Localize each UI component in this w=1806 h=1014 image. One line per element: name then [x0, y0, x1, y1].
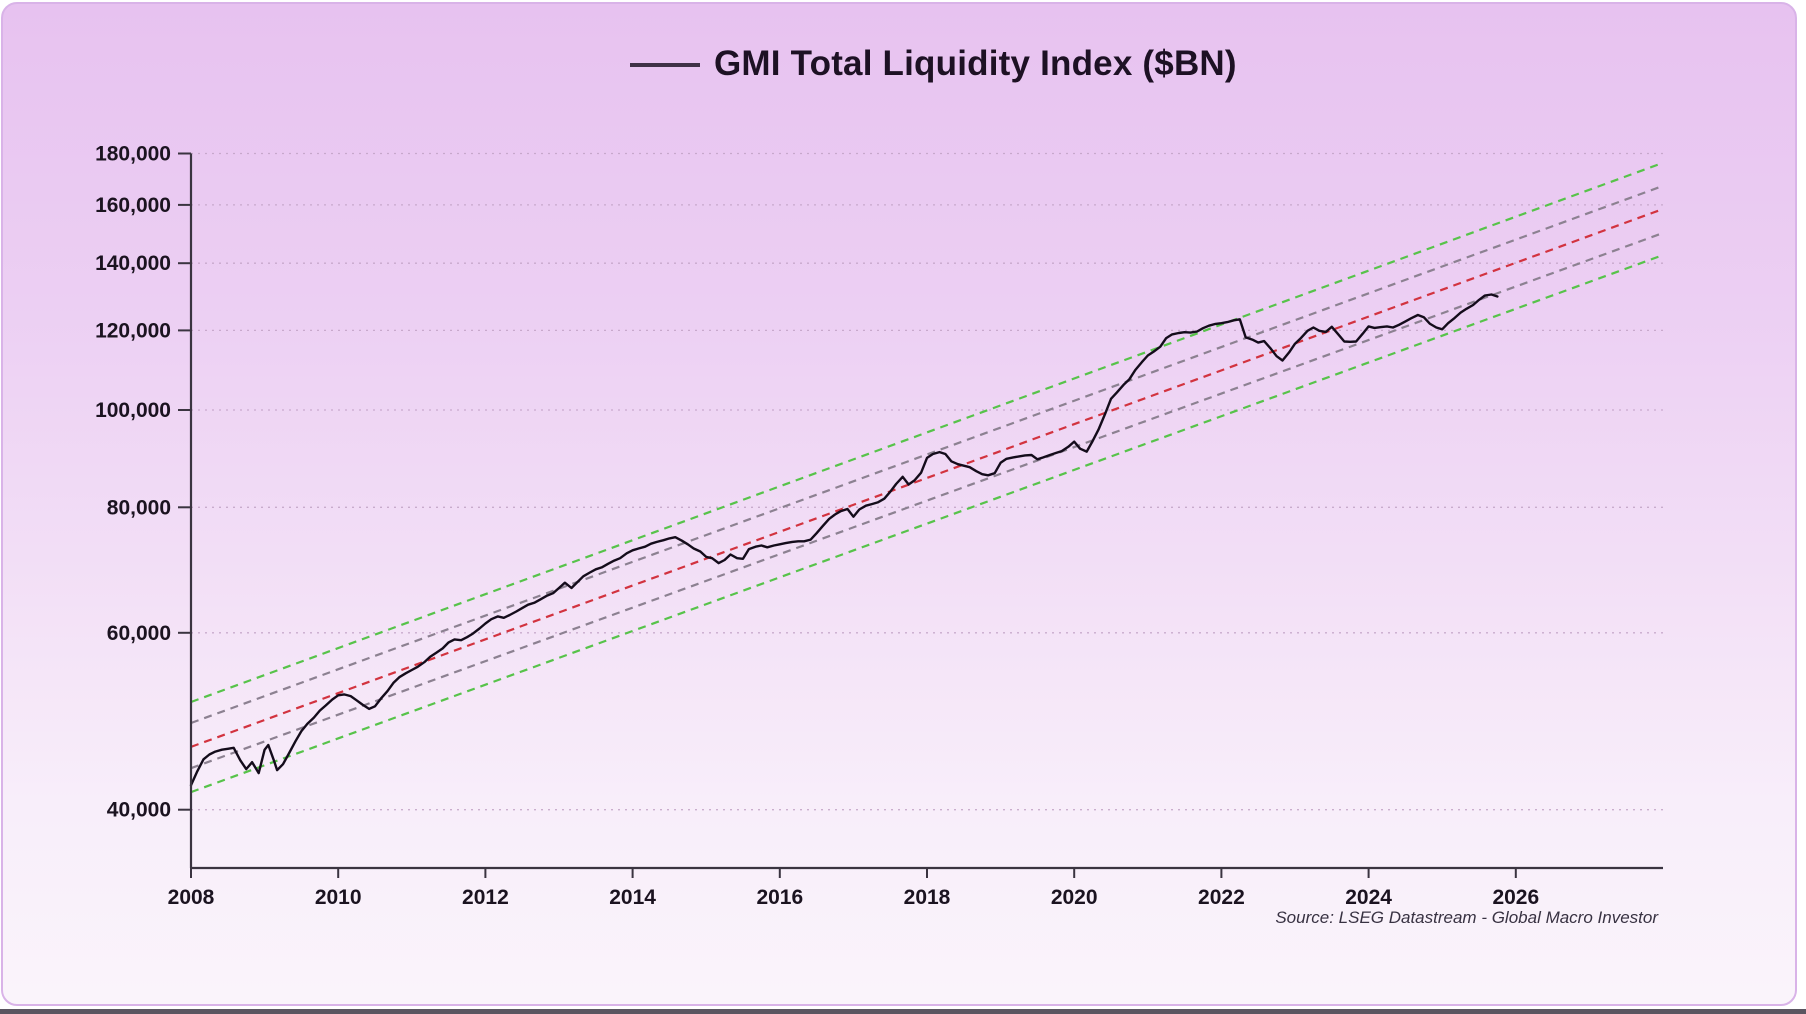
- x-tick-label: 2010: [315, 886, 362, 909]
- regression-midline: [190, 207, 1664, 748]
- x-tick-label: 2008: [168, 886, 215, 909]
- lower-outer-band: [190, 254, 1664, 794]
- upper-outer-band: [190, 161, 1664, 704]
- chart-legend: GMI Total Liquidity Index ($BN): [630, 44, 1237, 84]
- x-tick-label: 2014: [609, 886, 656, 909]
- x-tick-label: 2022: [1198, 886, 1245, 909]
- y-tick-label: 80,000: [107, 496, 171, 519]
- chart-title: GMI Total Liquidity Index ($BN): [714, 44, 1237, 83]
- lower-inner-band: [190, 231, 1664, 770]
- x-tick-label: 2026: [1492, 886, 1539, 909]
- x-tick-label: 2012: [462, 886, 509, 909]
- y-tick-label: 140,000: [95, 252, 171, 275]
- bottom-edge-strip: [0, 1009, 1806, 1014]
- y-tick-label: 40,000: [107, 799, 171, 822]
- x-tick-label: 2024: [1345, 886, 1392, 909]
- y-tick-label: 60,000: [107, 622, 171, 645]
- x-tick-label: 2020: [1051, 886, 1098, 909]
- x-tick-label: 2016: [756, 886, 803, 909]
- x-tick-label: 2018: [904, 886, 951, 909]
- y-tick-label: 120,000: [95, 319, 171, 342]
- legend-line-swatch: [630, 63, 700, 67]
- y-tick-label: 180,000: [95, 143, 171, 166]
- y-tick-label: 100,000: [95, 399, 171, 422]
- source-attribution: Source: LSEG Datastream - Global Macro I…: [1275, 908, 1658, 927]
- upper-inner-band: [190, 184, 1664, 725]
- series-line: [189, 293, 1499, 787]
- y-tick-label: 160,000: [95, 194, 171, 217]
